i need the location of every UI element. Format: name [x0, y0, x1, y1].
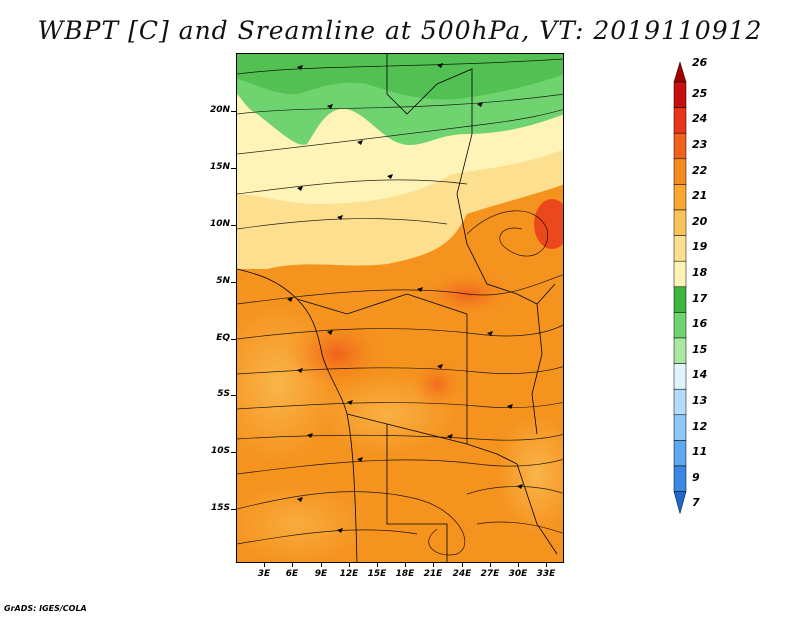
colorbar-label: 18: [692, 266, 708, 279]
lon-label-15e: 15E: [367, 569, 387, 579]
lon-tick: [490, 563, 491, 567]
lat-label-15n: 15N: [209, 162, 230, 172]
lon-label-9e: 9E: [314, 569, 328, 579]
colorbar-label: 15: [692, 342, 708, 356]
lat-label-20n: 20N: [209, 105, 230, 115]
lon-tick: [264, 563, 265, 567]
colorbar-segment: [673, 440, 687, 467]
colorbar-segment: [673, 235, 687, 262]
lon-label-12e: 12E: [339, 569, 359, 579]
lat-label-10n: 10N: [209, 219, 230, 229]
lon-tick: [433, 563, 434, 567]
lon-tick: [405, 563, 406, 567]
colorbar-label: 24: [692, 112, 708, 126]
lon-tick: [462, 563, 463, 567]
lat-tick: [231, 282, 236, 283]
colorbar-label: 22: [692, 163, 708, 177]
colorbar-label: 14: [692, 368, 708, 382]
lon-label-27e: 27E: [480, 569, 500, 579]
lon-tick: [321, 563, 322, 567]
lat-tick: [231, 225, 236, 226]
lat-tick: [231, 168, 236, 169]
lat-tick: [231, 111, 236, 112]
colorbar-segment: [673, 388, 687, 416]
colorbar-label: 25: [692, 86, 708, 100]
colorbar-segment: [673, 132, 687, 160]
wbpt-field-map: [237, 54, 563, 562]
lon-label-3e: 3E: [257, 569, 271, 579]
colorbar-segment: [673, 158, 687, 185]
colorbar-segment: [673, 81, 687, 108]
colorbar-label: 16: [692, 317, 708, 331]
colorbar-segment: [673, 107, 687, 134]
colorbar-label: 23: [692, 138, 708, 151]
lon-label-21e: 21E: [423, 569, 443, 579]
lat-label-15s: 15S: [210, 503, 230, 513]
colorbar-segment: [673, 363, 687, 390]
chart-title: WBPT [C] and Sreamline at 500hPa, VT: 20…: [37, 16, 763, 45]
lat-tick: [231, 509, 236, 510]
colorbar-label: 26: [692, 56, 708, 70]
lon-label-18e: 18E: [395, 569, 415, 579]
lat-label-eq: EQ: [216, 333, 230, 343]
lat-label-10s: 10S: [210, 446, 230, 456]
colorbar-segment: [673, 209, 687, 236]
lon-label-24e: 24E: [452, 569, 472, 579]
footer-credit: GrADS: IGES/COLA: [4, 604, 87, 613]
lat-label-5s: 5S: [217, 389, 230, 399]
colorbar-label: 13: [692, 394, 708, 407]
colorbar-segment: [673, 337, 687, 364]
colorbar-label: 9: [692, 470, 700, 484]
lat-tick: [231, 339, 236, 340]
colorbar-label: 11: [692, 445, 708, 459]
colorbar-segment: [673, 414, 687, 441]
lon-tick: [377, 563, 378, 567]
lon-tick: [546, 563, 547, 567]
lat-tick: [231, 452, 236, 453]
lon-label-33e: 33E: [536, 569, 556, 579]
colorbar-segment: [673, 312, 687, 339]
lon-tick: [349, 563, 350, 567]
colorbar-segment: [673, 62, 687, 83]
lon-tick: [292, 563, 293, 567]
map-panel: [236, 53, 564, 563]
colorbar-label: 7: [692, 496, 700, 510]
lon-tick: [518, 563, 519, 567]
colorbar-segment: [673, 260, 687, 288]
lat-label-5n: 5N: [216, 276, 230, 286]
colorbar-label: 21: [692, 189, 708, 203]
colorbar-segment: [673, 465, 687, 492]
lat-tick: [231, 395, 236, 396]
colorbar-segment: [673, 491, 687, 515]
colorbar: [673, 62, 687, 515]
colorbar-segment: [673, 286, 687, 313]
colorbar-label: 19: [692, 240, 708, 254]
colorbar-segment: [673, 184, 687, 211]
colorbar-label: 12: [692, 419, 708, 433]
lon-label-30e: 30E: [508, 569, 528, 579]
colorbar-label: 17: [692, 291, 708, 305]
colorbar-label: 20: [692, 214, 708, 228]
lon-label-6e: 6E: [285, 569, 299, 579]
